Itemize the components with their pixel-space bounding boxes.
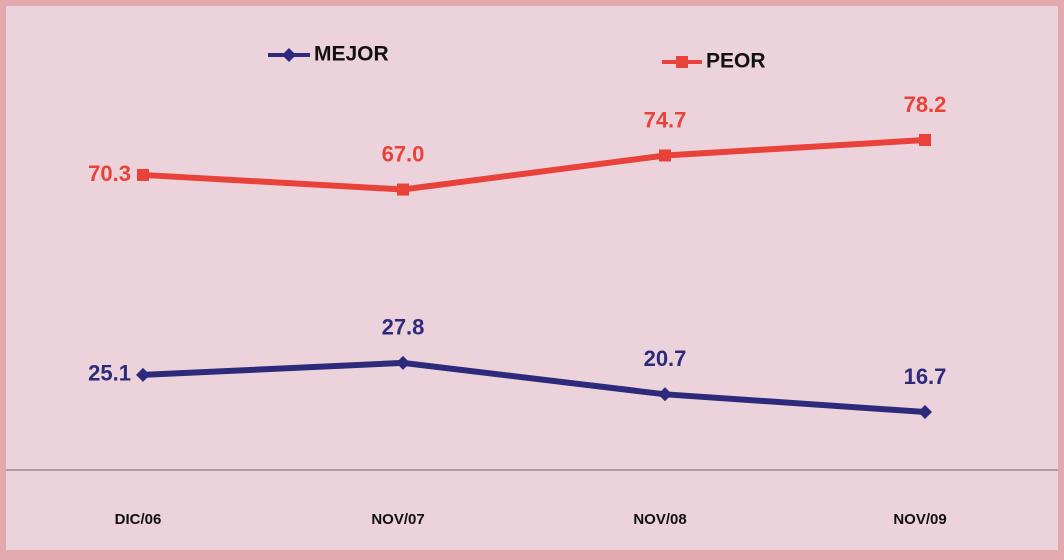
x-tick-label: NOV/09 [893,511,946,528]
point [137,168,149,181]
plot-background [6,6,1058,550]
point [396,355,410,370]
point [918,405,932,419]
data-label: 27.8 [382,315,425,340]
legend-marker [676,56,688,68]
data-label: 74.7 [644,107,687,132]
point [136,367,150,382]
series-line [142,137,926,193]
legend-label: MEJOR [314,43,389,66]
point [397,183,409,196]
data-label: 20.7 [644,346,687,371]
data-label: 16.7 [904,364,947,389]
point [659,149,671,162]
point [658,387,672,402]
x-tick-label: DIC/06 [115,511,162,528]
x-tick-label: NOV/07 [371,511,424,528]
point [919,134,931,146]
legend-marker [282,48,296,62]
data-label: 78.2 [904,92,947,117]
legend-label: PEOR [706,50,766,73]
series-line [142,359,926,415]
data-label: 70.3 [88,161,131,186]
x-tick-label: NOV/08 [633,511,686,528]
data-label: 25.1 [88,361,131,386]
data-label: 67.0 [382,141,425,166]
